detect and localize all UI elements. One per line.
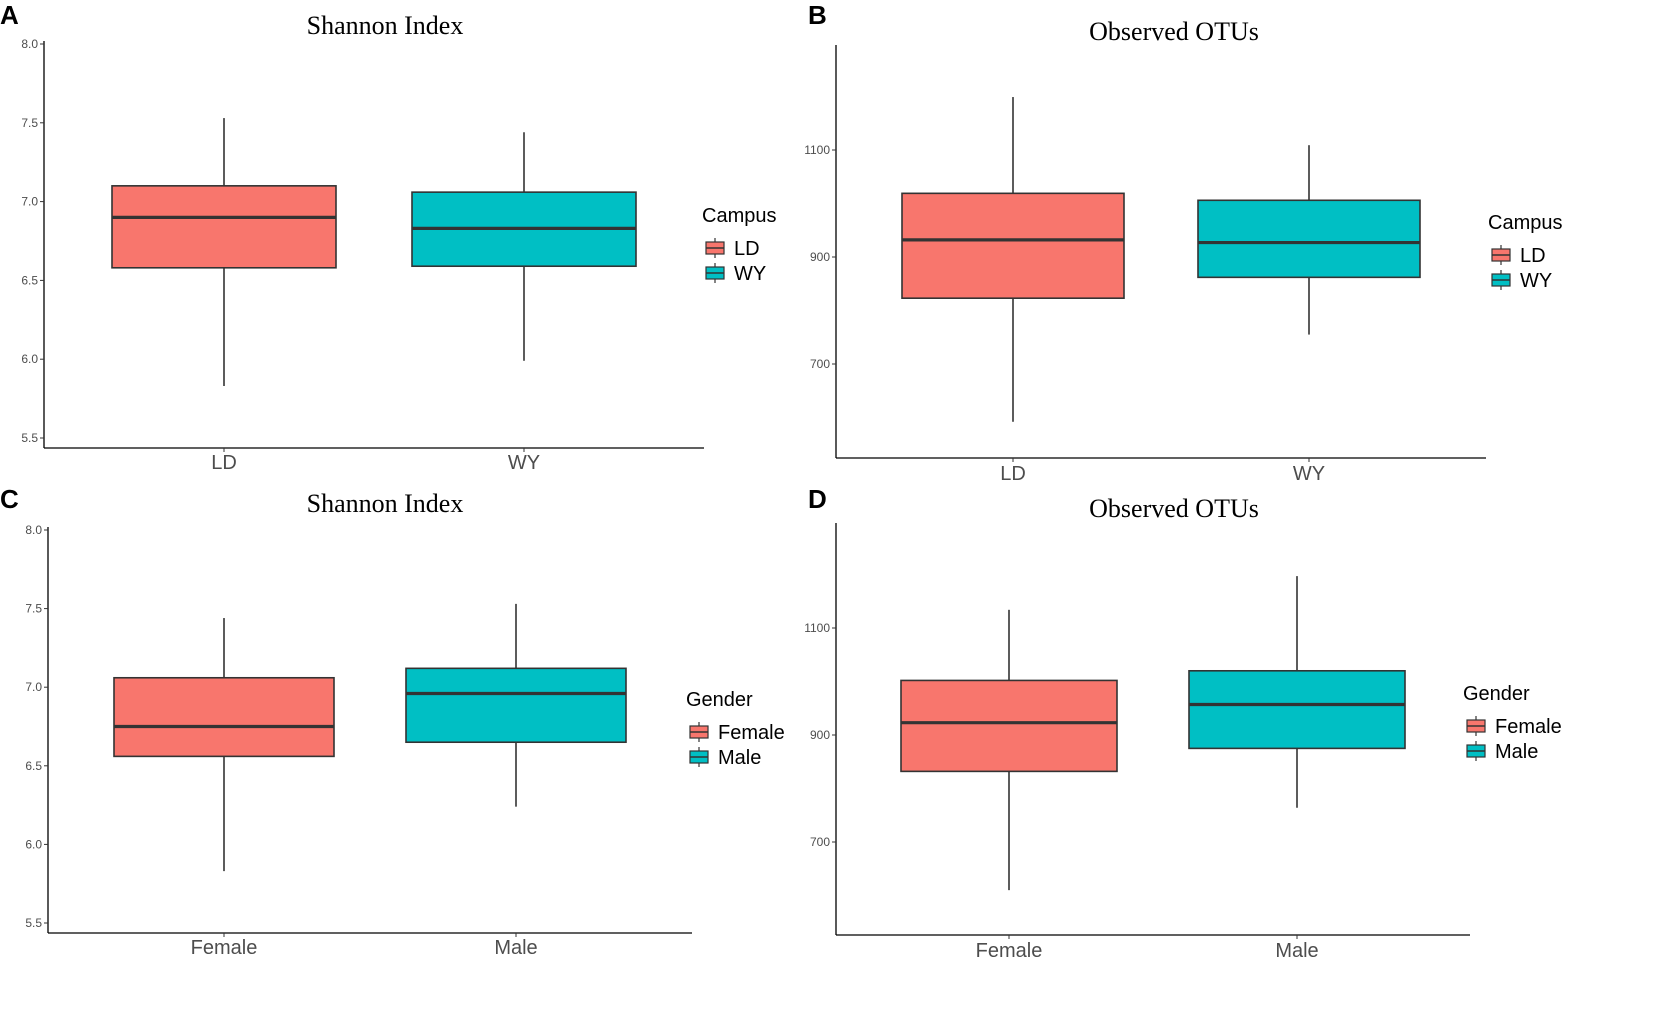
- legend-label: Female: [1495, 716, 1562, 738]
- x-tick-label: LD: [211, 452, 237, 474]
- y-tick-label: 7.5: [21, 116, 38, 130]
- y-tick-label: 700: [810, 835, 830, 849]
- box-ld: [901, 192, 1125, 299]
- x-tick-label: LD: [1000, 463, 1026, 485]
- y-tick-label: 6.5: [21, 273, 38, 287]
- x-tick-label: Female: [976, 940, 1043, 962]
- y-tick-label: 7.5: [25, 602, 42, 616]
- legend-title: Campus: [702, 205, 776, 227]
- y-tick-label: 7.0: [21, 195, 38, 209]
- y-tick-label: 5.5: [21, 431, 38, 445]
- y-tick-label: 1100: [804, 143, 830, 157]
- y-tick-label: 7.0: [25, 680, 42, 694]
- y-tick-label: 8.0: [21, 37, 38, 51]
- legend-key: [1466, 741, 1486, 761]
- x-tick-label: Male: [1275, 940, 1318, 962]
- plot-title: Shannon Index: [307, 489, 464, 518]
- panel-C: C Shannon Index 5.5 6.0 6.5 7.0 7.5 8.0 Female Ma…: [0, 484, 785, 959]
- panel-label: B: [808, 0, 827, 30]
- panel-label: A: [0, 0, 19, 30]
- legend-label: Male: [718, 747, 761, 769]
- legend-key: [689, 747, 709, 767]
- y-tick-label: 6.0: [25, 837, 42, 851]
- box-male: [405, 667, 627, 744]
- y-tick-label: 8.0: [25, 523, 42, 537]
- plot-title: Observed OTUs: [1089, 17, 1259, 46]
- legend-key: [1491, 270, 1511, 290]
- legend-label: LD: [734, 238, 760, 260]
- box-male: [1188, 669, 1406, 750]
- panel-label: C: [0, 484, 19, 514]
- panel-B: B Observed OTUs 700 900 1100 LD WY Campus LD WY: [804, 0, 1562, 485]
- y-tick-label: 5.5: [25, 916, 42, 930]
- panel-label: D: [808, 484, 827, 514]
- legend-label: LD: [1520, 245, 1546, 267]
- legend-label: Female: [718, 722, 785, 744]
- box-female: [900, 679, 1118, 773]
- legend-key: [705, 238, 725, 258]
- x-tick-label: WY: [1293, 463, 1325, 485]
- x-tick-label: WY: [508, 452, 540, 474]
- plot-title: Observed OTUs: [1089, 494, 1259, 523]
- legend-title: Gender: [1463, 683, 1530, 705]
- y-tick-label: 900: [810, 728, 830, 742]
- legend: Gender Female Male: [1463, 683, 1562, 763]
- plot-title: Shannon Index: [307, 11, 464, 40]
- legend-key: [1466, 716, 1486, 736]
- y-tick-label: 700: [810, 357, 830, 371]
- legend-title: Campus: [1488, 212, 1562, 234]
- legend-key: [1491, 245, 1511, 265]
- legend-title: Gender: [686, 689, 753, 711]
- box-ld: [111, 185, 337, 269]
- legend-label: Male: [1495, 741, 1538, 763]
- y-tick-label: 900: [810, 250, 830, 264]
- y-tick-label: 1100: [804, 621, 830, 635]
- legend: Gender Female Male: [686, 689, 785, 769]
- x-tick-label: Male: [494, 937, 537, 959]
- legend-key: [689, 722, 709, 742]
- legend-label: WY: [1520, 270, 1552, 292]
- legend-key: [705, 263, 725, 283]
- legend-label: WY: [734, 263, 766, 285]
- legend: Campus LD WY: [1488, 212, 1562, 292]
- y-tick-label: 6.0: [21, 352, 38, 366]
- legend: Campus LD WY: [702, 205, 776, 285]
- x-tick-label: Female: [191, 937, 258, 959]
- y-tick-label: 6.5: [25, 759, 42, 773]
- box-wy: [1197, 199, 1421, 279]
- box-female: [113, 676, 335, 758]
